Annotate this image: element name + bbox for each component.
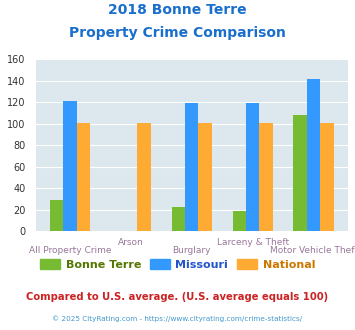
Bar bbox=[171, 208, 185, 231]
Text: Burglary: Burglary bbox=[173, 247, 211, 255]
Bar bbox=[294, 115, 307, 231]
Text: Arson: Arson bbox=[118, 238, 144, 247]
Bar bbox=[198, 123, 212, 231]
Bar bbox=[320, 123, 334, 231]
Text: Compared to U.S. average. (U.S. average equals 100): Compared to U.S. average. (U.S. average … bbox=[26, 292, 329, 302]
Text: Property Crime Comparison: Property Crime Comparison bbox=[69, 26, 286, 40]
Bar bbox=[233, 211, 246, 231]
Text: Motor Vehicle Theft: Motor Vehicle Theft bbox=[269, 247, 355, 255]
Bar bbox=[137, 123, 151, 231]
Bar bbox=[246, 103, 260, 231]
Bar bbox=[260, 123, 273, 231]
Bar bbox=[63, 101, 77, 231]
Bar bbox=[77, 123, 90, 231]
Text: Larceny & Theft: Larceny & Theft bbox=[217, 238, 289, 247]
Legend: Bonne Terre, Missouri, National: Bonne Terre, Missouri, National bbox=[36, 255, 320, 274]
Bar bbox=[50, 200, 63, 231]
Text: 2018 Bonne Terre: 2018 Bonne Terre bbox=[108, 3, 247, 17]
Bar bbox=[307, 79, 320, 231]
Bar bbox=[185, 103, 198, 231]
Text: All Property Crime: All Property Crime bbox=[28, 247, 111, 255]
Text: © 2025 CityRating.com - https://www.cityrating.com/crime-statistics/: © 2025 CityRating.com - https://www.city… bbox=[53, 315, 302, 322]
